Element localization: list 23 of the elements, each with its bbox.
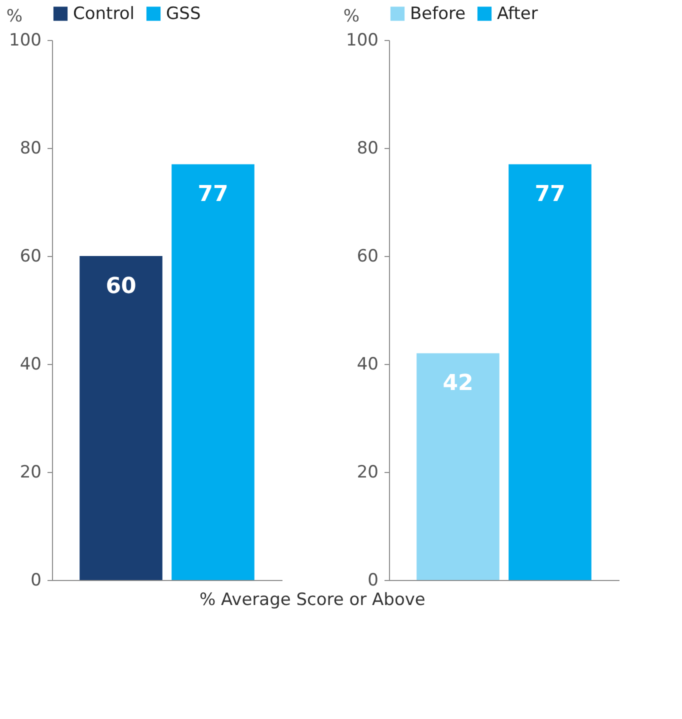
data-label: 77	[198, 182, 228, 208]
data-label: 60	[106, 274, 136, 299]
legend-label: Before	[410, 4, 466, 24]
legend-label: GSS	[166, 4, 201, 24]
y-tick-label: 100	[9, 30, 42, 50]
y-tick-label: 60	[20, 246, 42, 266]
y-axis-title: %	[6, 6, 22, 26]
y-tick-label: 100	[346, 30, 378, 50]
legend-label: After	[497, 4, 538, 24]
text: % Average Score or Above	[199, 590, 426, 610]
legend-label: Control	[73, 4, 134, 24]
y-tick-label: 40	[20, 354, 42, 374]
y-tick-label: 40	[356, 354, 378, 374]
y-tick-label: 80	[20, 138, 42, 158]
y-tick-label: 0	[30, 570, 42, 590]
y-tick-label: 0	[368, 570, 378, 590]
y-tick-label: 60	[356, 246, 378, 266]
y-tick-label: 20	[356, 462, 378, 482]
y-tick-label: 20	[20, 462, 42, 482]
data-label: 77	[534, 182, 566, 208]
y-axis-title: %	[343, 6, 360, 26]
y-tick-label: 80	[356, 138, 378, 158]
data-label: 42	[442, 371, 474, 396]
